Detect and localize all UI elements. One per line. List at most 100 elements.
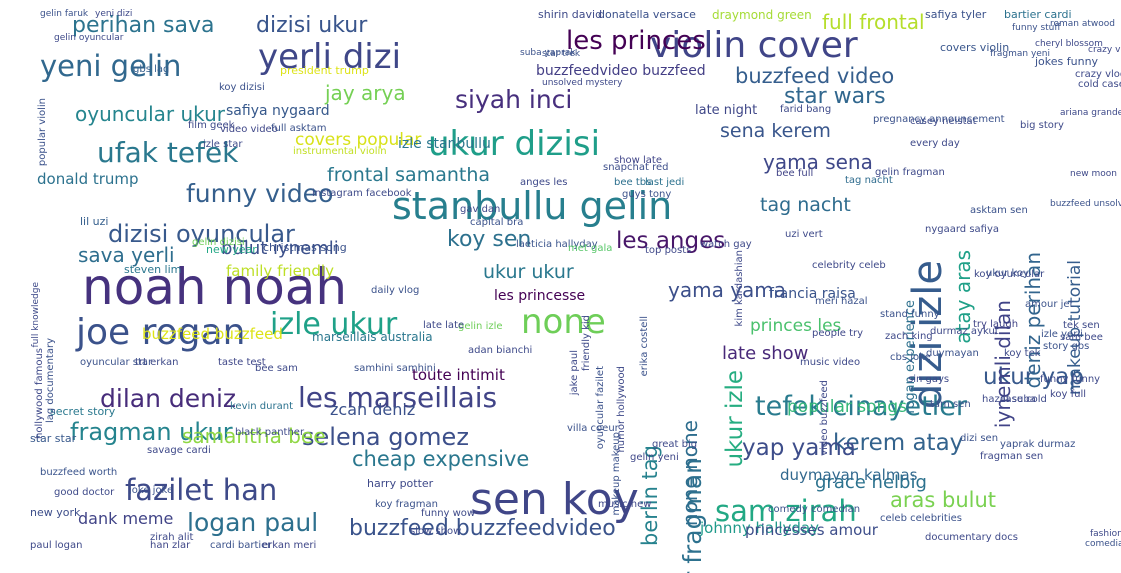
cloud-word: bee sam <box>255 363 298 374</box>
cloud-word: good doctor <box>54 487 115 498</box>
cloud-word: dilan deniz <box>100 384 237 413</box>
cloud-word: story gbs <box>1043 341 1090 352</box>
cloud-word: kim kardashian <box>734 250 745 327</box>
cloud-word: every day <box>910 138 960 149</box>
cloud-word: crazy vlog <box>1088 45 1121 55</box>
cloud-word: nygaard safiya <box>925 224 1000 235</box>
cloud-word: video video <box>220 124 278 135</box>
cloud-word: yerli dizi <box>258 37 402 77</box>
cloud-word: les marseillais <box>298 381 498 414</box>
cloud-word: siyah inci <box>455 85 573 114</box>
cloud-word: lag documentary <box>45 338 56 424</box>
cloud-word: donatella versace <box>598 8 696 21</box>
cloud-word: asktam sen <box>970 205 1028 216</box>
cloud-word: donald trump <box>37 170 139 188</box>
cloud-word: lil uzi <box>80 215 109 228</box>
cloud-word: buzzfeed worth <box>40 467 118 478</box>
cloud-word: buzzfeed video <box>735 64 895 88</box>
cloud-word: celeb celebrities <box>880 513 962 524</box>
cloud-word: ukur ukur <box>483 261 574 283</box>
cloud-word: full knowledge <box>31 282 41 348</box>
cloud-word: stanbullu gelin <box>392 184 673 228</box>
cloud-word: zcan deniz <box>330 400 416 419</box>
cloud-word: koy sen <box>447 227 532 252</box>
cloud-word: violin cover <box>650 25 858 66</box>
cloud-word: princes les <box>750 316 842 336</box>
cloud-word: buzzfeed unsolved <box>1050 199 1121 209</box>
cloud-word: paul logan <box>30 540 83 551</box>
cloud-word: les princes <box>566 26 706 56</box>
cloud-word: sin gays <box>908 374 950 385</box>
cloud-word: capital bra <box>470 217 524 228</box>
cloud-word: cardi bartier <box>210 540 272 551</box>
cloud-word: star trek <box>542 49 581 59</box>
cloud-word: president trump <box>280 64 369 77</box>
cloud-word: samhini samhini <box>354 363 436 374</box>
cloud-word: safiya nygaard <box>226 103 330 119</box>
cloud-word: bee full <box>776 168 814 179</box>
cloud-word: gelin oyuncular <box>54 33 124 43</box>
cloud-word: people try <box>812 328 864 339</box>
cloud-word: fragman ukur <box>70 418 233 446</box>
cloud-word: tefek cinayetler <box>755 391 967 422</box>
cloud-word: aras bulut <box>890 488 997 512</box>
cloud-word: black panther <box>235 427 305 438</box>
cloud-word: instagram facebook <box>312 188 412 199</box>
cloud-word: savage cardi <box>147 445 211 456</box>
cloud-word: sam bee <box>1060 332 1103 343</box>
cloud-word: buzzfeed buzzfeed <box>142 325 283 343</box>
cloud-word: fashion <box>1090 529 1121 539</box>
cloud-word: joe rogan <box>76 312 246 353</box>
cloud-word: snapchat red <box>603 162 669 173</box>
cloud-word: yeni gelin <box>40 49 182 83</box>
cloud-word: tam sen <box>930 399 971 410</box>
cloud-word: funny stuff <box>1012 23 1061 33</box>
cloud-word: case cold <box>1000 394 1047 405</box>
cloud-word: bartier cardi <box>1004 8 1072 21</box>
cloud-word: selena gomez <box>302 423 469 451</box>
cloud-word: grace helbig <box>815 472 927 493</box>
cloud-word: farid bang <box>780 104 832 115</box>
cloud-word: koy oyuncular <box>974 269 1045 280</box>
cloud-word: shirin david <box>538 8 603 21</box>
cloud-word: celebrity celeb <box>812 260 886 271</box>
cloud-word: perihan sava <box>72 13 215 38</box>
cloud-word: cbs joke <box>890 352 931 363</box>
cloud-word: yama sena <box>763 150 873 174</box>
cloud-word: great big <box>652 439 698 450</box>
cloud-word: ariana grande <box>1060 108 1121 118</box>
cloud-word: durmaz aykut <box>930 326 999 337</box>
cloud-word: guys tony <box>622 189 672 200</box>
cloud-word: tek sen <box>1063 320 1100 331</box>
cloud-word: joke joke <box>129 485 174 496</box>
cloud-word: new york <box>30 506 81 519</box>
cloud-word: duymayan <box>926 348 979 359</box>
cloud-word: video buzzfeed <box>819 380 830 456</box>
cloud-word: han zlar <box>150 540 191 551</box>
cloud-word: koy dizisi <box>219 82 265 93</box>
cloud-word: show late <box>614 155 663 166</box>
cloud-word: cheap expensive <box>352 447 530 471</box>
cloud-word: fragman sen <box>980 451 1044 462</box>
cloud-word: casey neistat <box>910 116 977 127</box>
cloud-word: makeup makeup <box>611 432 622 516</box>
cloud-word: dank meme <box>78 509 174 528</box>
cloud-word: taste test <box>218 357 266 368</box>
cloud-word: covers popular <box>295 130 422 150</box>
cloud-word: jake paul <box>569 350 580 396</box>
cloud-word: noah noah <box>82 258 348 316</box>
cloud-word: none none <box>678 420 702 527</box>
cloud-word: ukur koy <box>986 268 1029 279</box>
cloud-word: trt erkan <box>135 357 179 368</box>
cloud-word: christmas song <box>263 241 347 254</box>
cloud-word: erkan meri <box>262 540 317 551</box>
cloud-word: harry potter <box>367 477 434 490</box>
cloud-word: late show <box>722 343 809 364</box>
cloud-word: kerem atay <box>833 430 964 456</box>
cloud-word: koy tek <box>1004 348 1041 359</box>
cloud-word: gbs lag <box>133 64 170 75</box>
cloud-word: izle star <box>203 139 243 150</box>
cloud-word: big story <box>1020 120 1064 131</box>
cloud-word: izle yerli <box>1041 329 1083 340</box>
cloud-word: ukur dizisi <box>428 124 601 164</box>
